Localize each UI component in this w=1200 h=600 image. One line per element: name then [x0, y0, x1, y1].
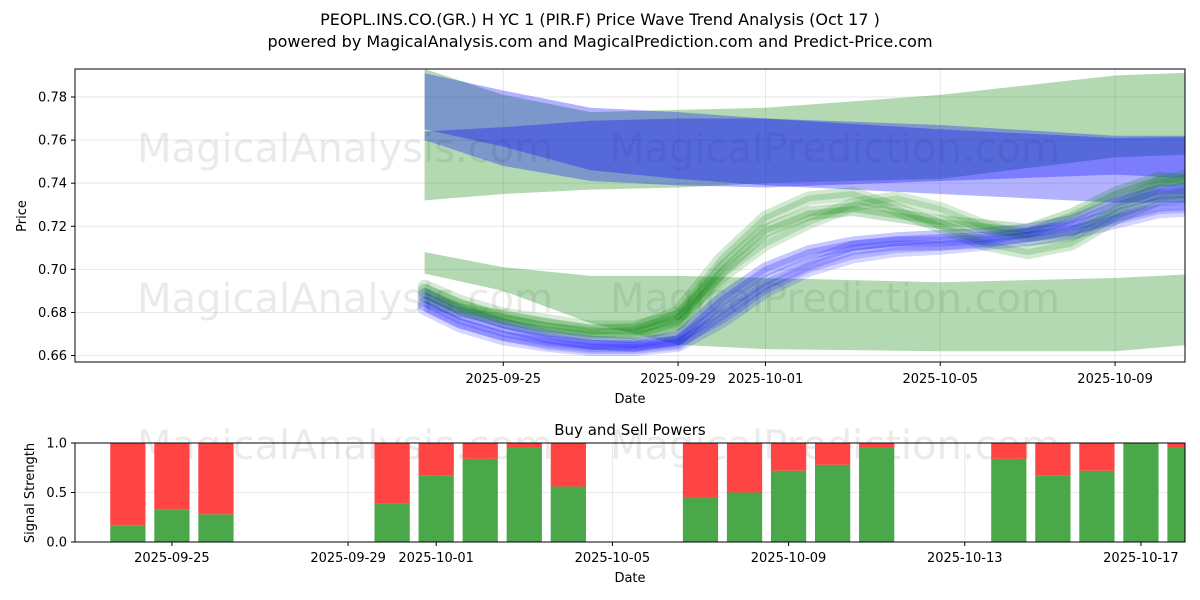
signal-x-tick-label: 2025-09-29: [310, 551, 386, 566]
sell-bar: [418, 443, 454, 476]
price-band: [424, 252, 1185, 352]
price-bands: [424, 69, 1185, 352]
buy-bar: [859, 447, 895, 542]
price-wave-core: [423, 175, 1185, 340]
price-y-tick-label: 0.70: [38, 263, 67, 278]
buy-bar: [198, 514, 234, 542]
price-band: [424, 73, 1185, 203]
signal-x-tick-label: 2025-10-13: [927, 551, 1003, 566]
price-wave-line: [417, 196, 1185, 354]
signal-x-ticks: 2025-09-25 2025-09-29 2025-10-01 2025-10-05…: [134, 542, 1179, 566]
buy-bar: [110, 525, 146, 542]
buy-bar: [815, 464, 851, 542]
signal-x-tick-label: 2025-10-09: [751, 551, 827, 566]
signal-y-tick-label: 0.0: [46, 536, 67, 551]
watermark: MagicalPrediction.com: [610, 126, 1060, 172]
signal-x-tick-label: 2025-10-05: [575, 551, 651, 566]
price-x-tick-label: 2025-09-29: [640, 372, 716, 387]
buy-bar: [682, 497, 719, 542]
sell-bar: [1079, 443, 1115, 471]
price-x-tick-label: 2025-10-09: [1077, 372, 1153, 387]
sell-bar: [991, 443, 1027, 459]
sell-bar: [815, 443, 851, 465]
signal-y-ticks: 0.0 0.5 1.0: [46, 437, 75, 551]
price-wave-line: [417, 171, 1185, 344]
main-title: PEOPL.INS.CO.(GR.) H YC 1 (PIR.F) Price …: [320, 10, 880, 29]
sell-bar: [110, 443, 146, 526]
signal-y-label: Signal Strength: [23, 443, 38, 543]
price-wave-line: [417, 187, 1185, 339]
signal-bars: [110, 443, 1185, 542]
price-wave-core: [423, 173, 1185, 331]
price-y-tick-label: 0.78: [38, 91, 67, 106]
signal-x-label: Date: [614, 571, 645, 586]
watermark: MagicalAnalysis.com: [137, 126, 553, 172]
sell-bar: [198, 443, 234, 515]
sell-bar: [374, 443, 410, 504]
buy-bar: [418, 475, 454, 542]
price-grid: [75, 69, 1185, 362]
sell-bar: [506, 443, 542, 448]
sell-bar: [550, 443, 586, 487]
price-waves: [417, 169, 1185, 357]
price-y-label: Price: [15, 200, 30, 232]
price-y-tick-label: 0.74: [38, 177, 67, 192]
price-y-tick-label: 0.72: [38, 220, 67, 235]
sell-bar: [682, 443, 719, 498]
buy-bar: [462, 458, 498, 542]
buy-bar: [374, 503, 410, 542]
price-plot-frame: [74, 68, 1186, 363]
signal-y-tick-label: 0.5: [46, 486, 67, 501]
price-y-tick-label: 0.68: [38, 306, 67, 321]
sell-bar: [859, 443, 895, 448]
price-band: [424, 69, 1185, 201]
sell-bar: [1167, 443, 1185, 448]
price-watermarks: MagicalAnalysis.com MagicalPrediction.com…: [137, 126, 1060, 322]
price-y-tick-label: 0.76: [38, 134, 67, 149]
price-wave-core: [423, 200, 1185, 350]
sell-bar: [726, 443, 763, 493]
signal-x-tick-label: 2025-10-01: [398, 551, 474, 566]
price-x-tick-label: 2025-09-25: [465, 372, 541, 387]
buy-bar: [1035, 475, 1071, 542]
price-wave-core: [423, 191, 1185, 335]
price-wave-line: [417, 202, 1185, 357]
buy-bar: [726, 492, 763, 542]
buy-bar: [550, 486, 586, 542]
sell-bar: [462, 443, 498, 459]
price-x-ticks: 2025-09-25 2025-09-29 2025-10-01 2025-10-05…: [465, 362, 1153, 387]
buy-bar: [1079, 470, 1115, 542]
sell-bar: [154, 443, 190, 510]
watermark: MagicalPrediction.com: [610, 276, 1060, 322]
signal-y-tick-label: 1.0: [46, 437, 67, 452]
price-wave-plot: MagicalAnalysis.com MagicalPrediction.com…: [15, 68, 1186, 407]
price-x-tick-label: 2025-10-05: [902, 372, 978, 387]
price-x-tick-label: 2025-10-01: [728, 372, 804, 387]
signal-title: Buy and Sell Powers: [554, 421, 706, 439]
price-band: [424, 118, 1185, 188]
buy-bar: [770, 470, 807, 542]
sell-bar: [1035, 443, 1071, 476]
price-wave-core: [423, 206, 1185, 353]
price-wave-line: [417, 169, 1185, 335]
buy-bar: [506, 447, 542, 542]
price-wave-core: [423, 187, 1185, 348]
watermark: MagicalAnalysis.com: [137, 276, 553, 322]
buy-bar: [991, 458, 1027, 542]
buy-bar: [154, 509, 190, 542]
signal-x-tick-label: 2025-09-25: [134, 551, 210, 566]
signal-x-tick-label: 2025-10-17: [1103, 551, 1179, 566]
price-wave-line: [417, 183, 1185, 352]
price-y-tick-label: 0.66: [38, 349, 67, 364]
price-y-ticks: 0.66 0.68 0.70 0.72 0.74 0.76 0.78: [38, 91, 75, 364]
sell-bar: [770, 443, 807, 471]
buy-bar: [1123, 443, 1159, 542]
main-subtitle: powered by MagicalAnalysis.com and Magic…: [267, 32, 932, 51]
buy-bar: [1167, 447, 1185, 542]
price-x-label: Date: [614, 392, 645, 407]
signal-bar-plot: Buy and Sell Powers MagicalAnalysis.comM…: [23, 421, 1186, 586]
